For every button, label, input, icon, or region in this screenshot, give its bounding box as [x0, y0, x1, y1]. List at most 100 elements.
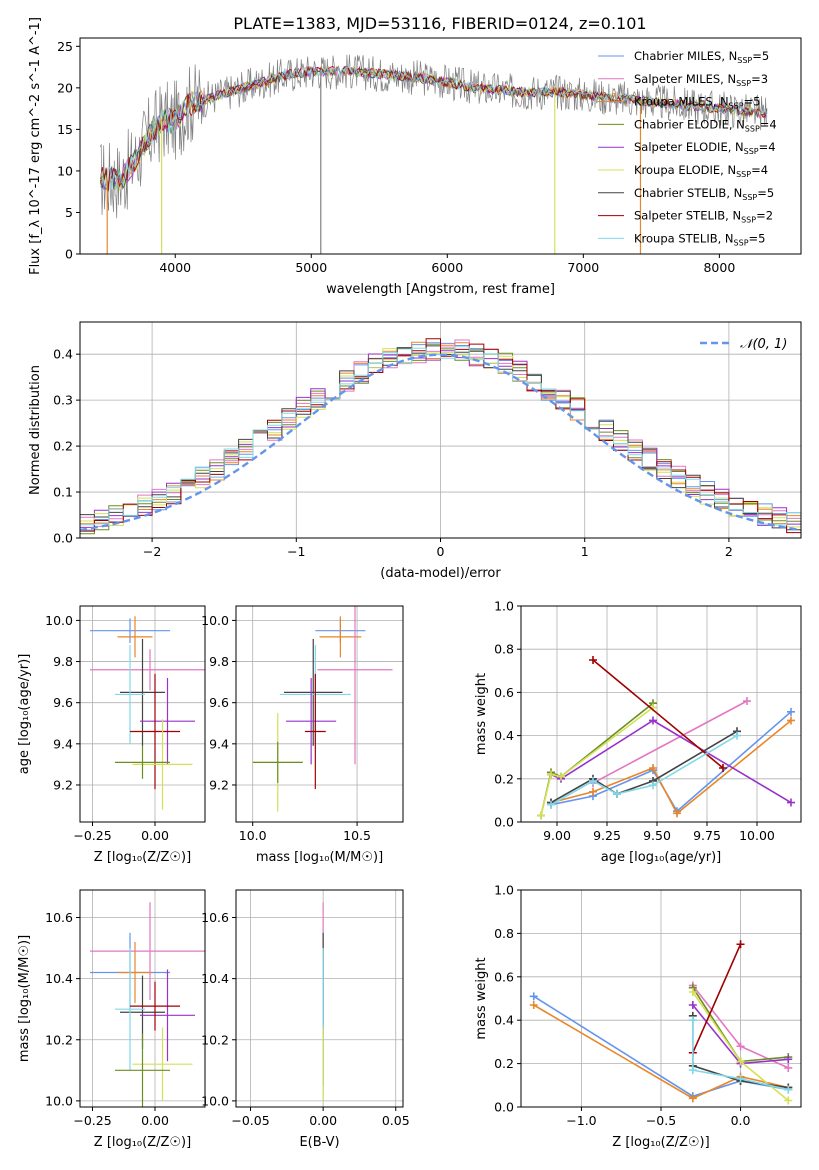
legend-label: Kroupa MILES, NSSP=5 — [634, 95, 760, 111]
age-vs-mass-panel: 10.0 10.5 9.2 9.4 9.6 9.8 10.0 mass [log₁₀(M/M☉… — [201, 605, 404, 865]
y-tick-label: 10.0 — [201, 1093, 229, 1108]
y-tick-label: 0.1 — [53, 485, 73, 500]
legend-label: Salpeter STELIB, NSSP=2 — [634, 209, 773, 225]
y-tick-label: 1.0 — [494, 599, 514, 614]
y-tick-label: 10.6 — [201, 910, 229, 925]
data-point-marker — [673, 809, 681, 818]
data-point-marker — [688, 1001, 697, 1010]
data-point-marker — [649, 716, 657, 725]
y-tick-label: 10.6 — [45, 910, 73, 925]
age-vs-z-panel: −0.25 0.00 9.2 9.4 9.6 9.8 10.0 Z [log₁₀(Z/Z☉)]… — [17, 605, 206, 865]
data-point-marker — [787, 716, 795, 725]
y-tick-label: 0 — [65, 247, 73, 262]
x-tick-label: 0.0 — [731, 1113, 751, 1128]
data-point-marker — [719, 764, 727, 772]
x-tick-label: −1.0 — [566, 1113, 596, 1128]
mass-vs-ebv-panel: −0.05 0.00 0.05 10.0 10.2 10.4 10.6 E(B-V) — [201, 889, 410, 1150]
series-line — [550, 734, 738, 806]
y-tick-label: 10.4 — [201, 971, 229, 986]
y-tick-label: 9.6 — [53, 695, 73, 710]
spectrum-panel: Chabrier MILES, NSSP=5 Salpeter MILES, NS… — [28, 17, 802, 297]
histogram-step-series — [80, 338, 801, 534]
x-tick-label: 10.0 — [239, 828, 267, 843]
axes-frame — [79, 889, 206, 1108]
x-tick-label: 9.25 — [593, 828, 621, 843]
axes-frame — [235, 889, 404, 1108]
y-tick-label: 0.2 — [494, 1056, 514, 1071]
x-tick-label: 0.05 — [382, 1113, 410, 1128]
series-line — [533, 1004, 789, 1100]
x-tick-label: −0.25 — [73, 1113, 111, 1128]
y-tick-label: 1.0 — [494, 883, 514, 898]
legend-label: Chabrier STELIB, NSSP=5 — [634, 186, 774, 202]
x-tick-label: 4000 — [159, 260, 191, 275]
x-tick-label: 10.5 — [343, 828, 371, 843]
y-tick-label: 10.2 — [201, 1032, 229, 1047]
histogram-step-series — [80, 346, 801, 526]
x-tick-label: 2 — [725, 544, 733, 559]
y-tick-label: 20 — [57, 80, 73, 95]
data-point-marker — [649, 781, 657, 790]
y-tick-label: 9.8 — [209, 654, 229, 669]
axes-frame — [520, 605, 802, 823]
plot-area — [80, 606, 205, 822]
legend-label: Chabrier ELODIE, NSSP=4 — [634, 117, 777, 133]
data-point-marker — [736, 1057, 745, 1066]
y-tick-label: 0.4 — [53, 347, 73, 362]
y-tick-label: 10 — [57, 163, 73, 178]
data-point-marker — [529, 992, 538, 1001]
x-axis-label: (data-model)/error — [380, 566, 501, 581]
x-tick-label: −1 — [287, 544, 305, 559]
x-axis-label: age [log₁₀(age/yr)] — [601, 850, 722, 865]
x-axis-label: Z [log₁₀(Z/Z☉)] — [612, 1135, 709, 1150]
y-tick-label: 9.8 — [53, 654, 73, 669]
y-tick-label: 9.4 — [53, 736, 73, 751]
data-point-marker — [784, 1096, 793, 1105]
y-tick-label: 9.2 — [53, 777, 73, 792]
plot-area — [99, 54, 768, 254]
x-tick-label: −0.25 — [73, 828, 111, 843]
axes-frame — [79, 605, 206, 823]
x-axis-label: E(B-V) — [299, 1135, 339, 1150]
y-tick-label: 0.3 — [53, 393, 73, 408]
mass-vs-z-panel: −0.25 0.00 10.0 10.2 10.4 10.6 Z [log₁₀(Z/Z☉)]… — [17, 889, 206, 1150]
x-tick-label: −0.5 — [646, 1113, 676, 1128]
x-tick-label: 0.00 — [141, 828, 169, 843]
data-point-marker — [743, 697, 751, 706]
y-tick-label: 10.2 — [45, 1032, 73, 1047]
data-point-marker — [589, 656, 597, 664]
y-axis-label: Normed distribution — [28, 365, 43, 495]
series-line — [592, 700, 748, 784]
data-point-marker — [557, 772, 565, 781]
x-tick-label: −0.05 — [231, 1113, 269, 1128]
legend-label: Salpeter MILES, NSSP=3 — [634, 72, 768, 88]
axes-frame — [235, 605, 404, 823]
mass-weight-vs-z-panel: −1.0 −0.5 0.0 0.0 0.2 0.4 0.6 0.8 1.0 Z [log₁₀(Z/… — [474, 883, 802, 1150]
residual-histogram-panel: 𝒩(0, 1) −2 −1 0 1 2 0.0 0.1 0.2 0.3 0.4 (data-model… — [28, 321, 802, 581]
plot-area — [236, 606, 403, 822]
mass-weight-vs-age-panel: 9.00 9.25 9.50 9.75 10.00 0.0 0.2 0.4 0.6 0.8 1.0 a… — [474, 599, 802, 865]
plot-area — [521, 890, 801, 1107]
series-line — [540, 706, 654, 816]
y-tick-label: 10.0 — [201, 613, 229, 628]
x-tick-label: 6000 — [431, 260, 463, 275]
series-line — [592, 659, 724, 769]
figure-title: PLATE=1383, MJD=53116, FIBERID=0124, z=0… — [233, 14, 646, 33]
data-point-marker — [649, 764, 657, 772]
x-tick-label: 9.50 — [643, 828, 671, 843]
series-line — [533, 995, 789, 1098]
y-tick-label: 0.4 — [494, 1013, 514, 1028]
x-tick-label: 0.00 — [141, 1113, 169, 1128]
spectrum-model-line — [99, 66, 768, 191]
y-axis-label: age [log₁₀(age/yr)] — [17, 654, 32, 775]
y-tick-label: 0.2 — [53, 439, 73, 454]
x-tick-label: 10.00 — [739, 828, 775, 843]
x-tick-label: 9.75 — [693, 828, 721, 843]
x-axis-label: Z [log₁₀(Z/Z☉)] — [94, 850, 191, 865]
data-point-marker — [736, 940, 745, 949]
x-tick-label: 1 — [581, 544, 589, 559]
x-axis-label: wavelength [Angstrom, rest frame] — [326, 282, 555, 297]
y-tick-label: 0.6 — [494, 685, 514, 700]
y-axis-label: Flux [f_λ 10^-17 erg cm^-2 s^-1 A^-1] — [28, 17, 43, 275]
y-tick-label: 10.0 — [45, 613, 73, 628]
